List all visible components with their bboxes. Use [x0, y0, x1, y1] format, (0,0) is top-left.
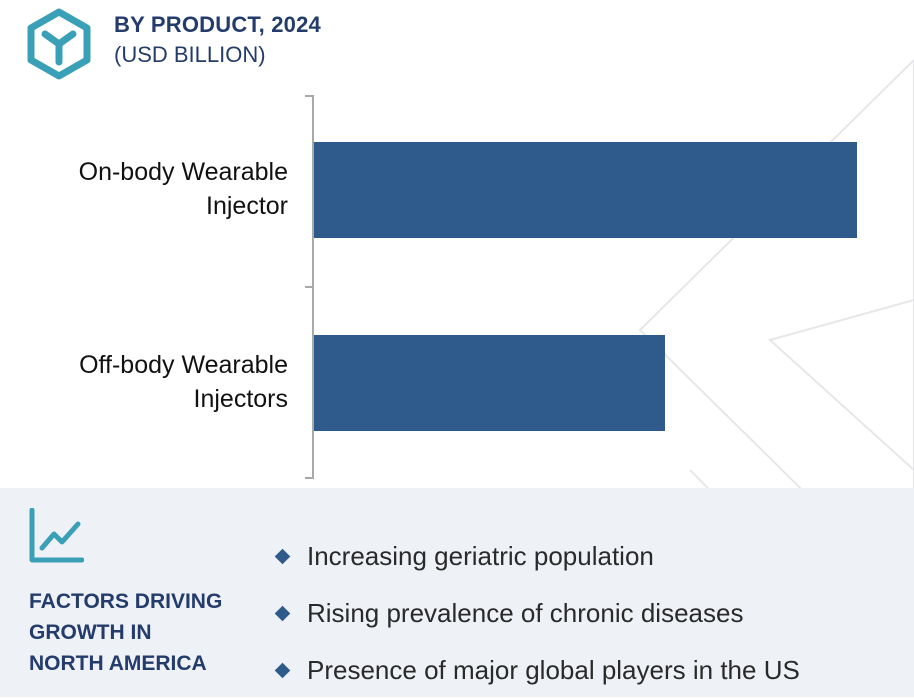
list-item: Increasing geriatric population	[272, 528, 800, 585]
category-label-line: Off-body Wearable	[79, 351, 288, 379]
category-label-on-body: On-body Wearable Injector	[0, 155, 288, 223]
category-label-line: Injector	[206, 192, 288, 220]
category-label-line: On-body Wearable	[78, 158, 288, 186]
factors-title-line: FACTORS DRIVING	[29, 590, 223, 613]
diamond-bullet-icon	[274, 605, 291, 622]
y-axis-tick	[305, 286, 314, 288]
y-axis-tick	[305, 95, 314, 97]
category-label-off-body: Off-body Wearable Injectors	[0, 348, 288, 416]
factors-title: FACTORS DRIVING GROWTH IN NORTH AMERICA	[29, 586, 259, 679]
factors-panel: FACTORS DRIVING GROWTH IN NORTH AMERICA …	[0, 488, 914, 697]
chart-title: BY PRODUCT, 2024	[114, 12, 321, 37]
factor-text: Rising prevalence of chronic diseases	[307, 598, 744, 628]
factors-title-line: NORTH AMERICA	[29, 652, 207, 675]
factors-title-line: GROWTH IN	[29, 621, 152, 644]
category-label-line: Injectors	[193, 385, 288, 413]
factors-list: Increasing geriatric population Rising p…	[272, 528, 800, 699]
diamond-bullet-icon	[274, 662, 291, 679]
chart-subtitle: (USD BILLION)	[114, 42, 266, 67]
trend-chart-icon	[29, 508, 84, 563]
factor-text: Presence of major global players in the …	[307, 655, 800, 685]
bar-on-body-wearable-injector	[314, 142, 857, 238]
bar-off-body-wearable-injectors	[314, 335, 665, 431]
chart-header: BY PRODUCT, 2024 (USD BILLION)	[0, 0, 914, 80]
list-item: Presence of major global players in the …	[272, 642, 800, 699]
factor-text: Increasing geriatric population	[307, 541, 654, 571]
bar-chart: On-body Wearable Injector Off-body Weara…	[0, 80, 914, 488]
list-item: Rising prevalence of chronic diseases	[272, 585, 800, 642]
y-axis-tick	[305, 477, 314, 479]
cube-logo-icon	[27, 8, 91, 80]
diamond-bullet-icon	[274, 548, 291, 565]
